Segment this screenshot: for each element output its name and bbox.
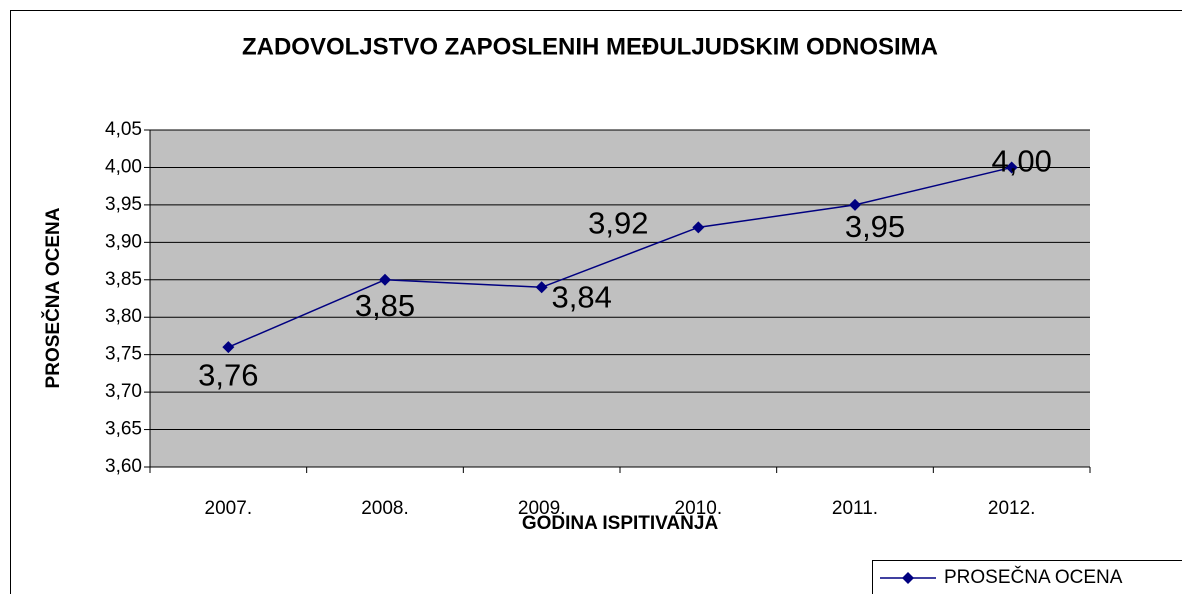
y-tick-label: 4,05: [105, 119, 142, 140]
y-tick-label: 3,70: [105, 381, 142, 402]
data-label: 3,95: [845, 209, 905, 244]
y-tick-label: 3,75: [105, 344, 142, 365]
y-tick-label: 3,80: [105, 306, 142, 327]
x-tick-label: 2012.: [988, 498, 1036, 519]
y-tick-label: 3,90: [105, 231, 142, 252]
x-tick-label: 2008.: [361, 498, 409, 519]
y-tick-label: 3,60: [105, 456, 142, 477]
data-label: 3,84: [551, 279, 611, 314]
y-tick-label: 3,85: [105, 269, 142, 290]
chart-title: ZADOVOLJSTVO ZAPOSLENIH MEĐULJUDSKIM ODN…: [242, 33, 938, 60]
plot-area: [150, 130, 1090, 467]
y-tick-label: 3,95: [105, 194, 142, 215]
data-label: 4,00: [991, 144, 1051, 179]
y-tick-label: 3,65: [105, 419, 142, 440]
y-tick-label: 4,00: [105, 156, 142, 177]
x-tick-label: 2007.: [205, 498, 253, 519]
x-tick-label: 2011.: [832, 498, 878, 519]
x-tick-label: 2009.: [518, 498, 566, 519]
data-label: 3,76: [198, 357, 258, 392]
legend-label: PROSEČNA OCENA: [944, 566, 1123, 588]
y-axis-title: PROSEČNA OCENA: [42, 207, 64, 388]
x-tick-label: 2010.: [675, 498, 723, 519]
data-label: 3,92: [588, 206, 648, 241]
data-label: 3,85: [355, 288, 415, 323]
